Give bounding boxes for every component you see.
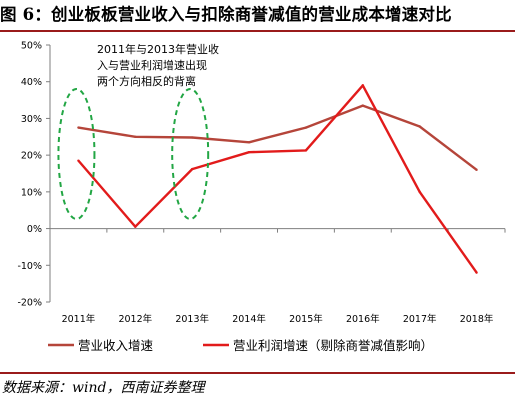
series-line bbox=[77, 84, 478, 274]
axes: 50% 40% 30% 20% 10% 0% -10% -20% 2011年 2012年 2013年… bbox=[17, 41, 506, 325]
data-point bbox=[361, 104, 365, 107]
x-tick-label: 2013年 bbox=[175, 313, 209, 325]
data-point bbox=[475, 168, 478, 172]
y-tick-label: 20% bbox=[21, 151, 42, 162]
legend-label: 营业收入增速 bbox=[78, 338, 154, 353]
data-point bbox=[190, 167, 194, 171]
bottom-rule bbox=[0, 372, 515, 374]
highlight-ellipse bbox=[57, 88, 96, 220]
x-tick-label: 2017年 bbox=[403, 313, 437, 325]
x-tick-label: 2018年 bbox=[460, 313, 494, 325]
data-point bbox=[418, 190, 421, 194]
y-tick-label: -20% bbox=[17, 298, 42, 309]
x-tick-label: 2011年 bbox=[62, 313, 96, 325]
y-tick-label: -10% bbox=[17, 261, 42, 272]
data-point bbox=[77, 159, 80, 162]
data-point bbox=[304, 126, 308, 129]
annotation-text: 2011年与2013年营业收 bbox=[97, 42, 219, 56]
line-chart: 50% 40% 30% 20% 10% 0% -10% -20% 2011年 2012年 2013年… bbox=[17, 41, 506, 353]
data-point bbox=[247, 141, 251, 144]
x-tick-label: 2015年 bbox=[289, 313, 323, 325]
y-tick-label: 30% bbox=[21, 114, 42, 125]
data-point bbox=[247, 151, 251, 154]
series-line bbox=[78, 104, 478, 171]
y-tick-label: 50% bbox=[21, 41, 42, 52]
figure-title: 图 6：创业板板营业收入与扣除商誉减值的营业成本增速对比 bbox=[0, 5, 452, 24]
highlight-ellipse bbox=[171, 88, 210, 220]
series-1 bbox=[77, 104, 478, 172]
annotation-text: 两个方向相反的背离 bbox=[97, 74, 196, 88]
y-tick-label: 40% bbox=[21, 77, 42, 88]
legend-label: 营业利润增速（剔除商誉减值影响） bbox=[233, 338, 433, 353]
data-point bbox=[361, 84, 365, 87]
legend: 营业收入增速 营业利润增速（剔除商誉减值影响） bbox=[48, 338, 433, 353]
data-point bbox=[418, 125, 421, 128]
data-point bbox=[77, 126, 80, 129]
data-point bbox=[134, 135, 137, 138]
data-point bbox=[190, 136, 194, 139]
series-layer bbox=[77, 84, 478, 274]
annotation-text: 入与营业利润增速出现 bbox=[97, 58, 207, 72]
series-2 bbox=[77, 84, 478, 274]
y-tick-label: 10% bbox=[21, 187, 42, 198]
x-tick-label: 2014年 bbox=[232, 313, 266, 325]
data-point bbox=[475, 271, 478, 274]
data-point bbox=[134, 225, 137, 228]
x-tick-label: 2012年 bbox=[118, 313, 152, 325]
top-rule bbox=[0, 30, 515, 32]
data-source: 数据来源：wind，西南证券整理 bbox=[2, 380, 205, 396]
data-point bbox=[304, 149, 308, 152]
x-tick-label: 2016年 bbox=[346, 313, 380, 325]
y-tick-label: 0% bbox=[27, 224, 42, 235]
